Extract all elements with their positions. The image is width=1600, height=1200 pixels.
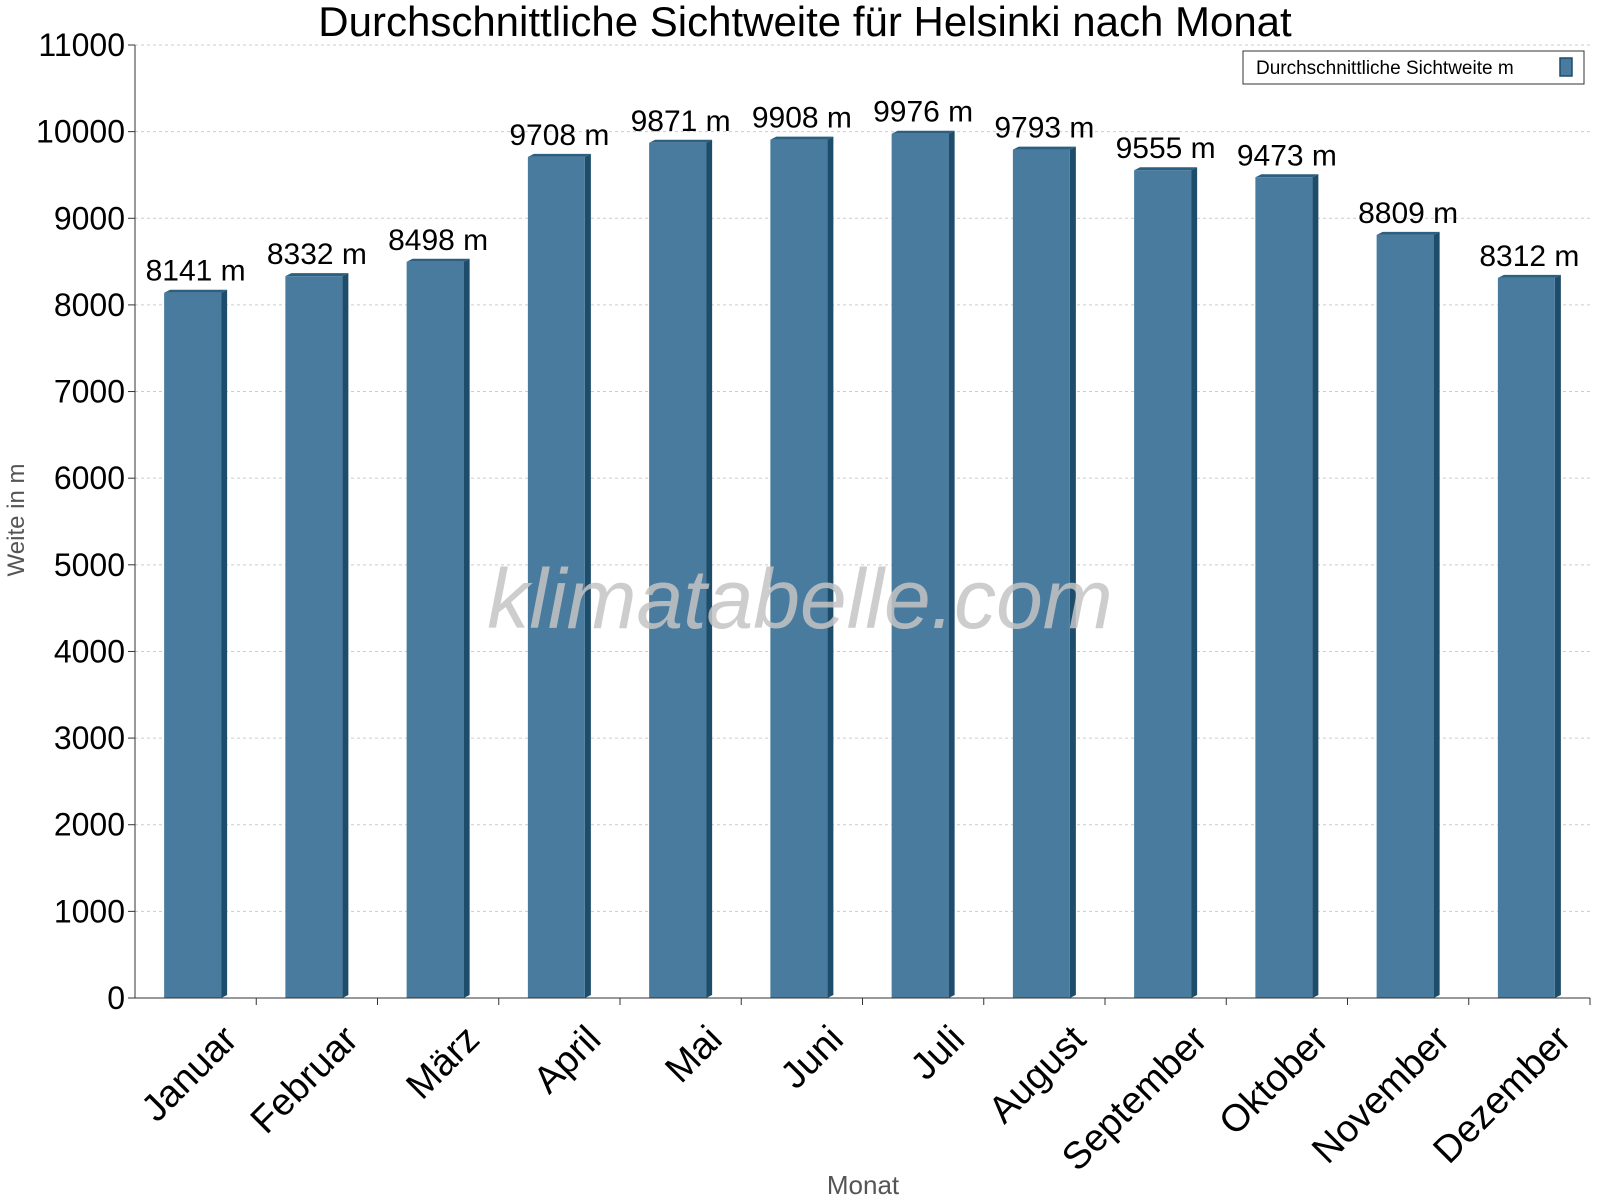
- bar-group: 8141 m: [146, 255, 246, 998]
- data-label: 9871 m: [631, 105, 731, 138]
- data-label: 8498 m: [388, 224, 488, 257]
- bar-side: [948, 130, 955, 998]
- y-tick-label: 7000: [54, 374, 125, 410]
- bar-group: 9976 m: [873, 96, 973, 998]
- x-tick-label: April: [526, 1018, 609, 1101]
- y-tick-label: 5000: [54, 547, 125, 583]
- bar-group: 9793 m: [994, 112, 1094, 999]
- y-tick-label: 0: [107, 980, 125, 1016]
- data-label: 9708 m: [509, 119, 609, 152]
- x-tick-label: Juni: [773, 1018, 852, 1097]
- bar-group: 8332 m: [267, 238, 367, 998]
- x-axis-label: Monat: [827, 1170, 900, 1200]
- data-label: 9473 m: [1237, 139, 1337, 172]
- data-label: 9555 m: [1116, 132, 1216, 165]
- bar-top: [649, 139, 713, 143]
- bar-group: 8809 m: [1358, 197, 1458, 999]
- bar-top: [1012, 146, 1076, 150]
- y-tick-label: 8000: [54, 287, 125, 323]
- y-tick-label: 3000: [54, 720, 125, 756]
- x-tick-label: Januar: [134, 1018, 246, 1130]
- bar-top: [1134, 167, 1198, 171]
- watermark: klimatabelle.com: [487, 552, 1113, 646]
- y-tick-label: 4000: [54, 633, 125, 669]
- bar: [285, 276, 343, 998]
- bar-group: 9908 m: [752, 102, 852, 998]
- bar: [164, 292, 222, 998]
- legend-box: [1242, 50, 1585, 85]
- y-axis-label: Weite in m: [3, 464, 30, 577]
- bar-group: 8498 m: [388, 224, 488, 999]
- bars: 8141 m 8332 m 8498 m 9708 m 9871 m 9908 m 9976…: [146, 96, 1579, 999]
- bar: [1497, 277, 1555, 998]
- bar-side: [1554, 274, 1561, 998]
- bar-top: [527, 153, 591, 157]
- y-tick-label: 10000: [36, 114, 125, 150]
- bar-top: [1255, 174, 1319, 178]
- bar-top: [406, 258, 470, 262]
- data-label: 9793 m: [994, 112, 1094, 145]
- bar-side: [463, 258, 470, 999]
- x-tick-label: Mai: [657, 1018, 730, 1091]
- y-tick-label: 9000: [54, 200, 125, 236]
- data-label: 8141 m: [146, 255, 246, 288]
- chart-title: Durchschnittliche Sichtweite für Helsink…: [318, 0, 1292, 45]
- x-tick-label: August: [981, 1018, 1095, 1132]
- bar: [1255, 177, 1313, 999]
- bar-side: [706, 139, 713, 999]
- y-tick-label: 6000: [54, 460, 125, 496]
- y-axis-ticks: 0 1000 2000 3000 4000 5000 6000 7000 8000 9000 100…: [36, 27, 135, 1016]
- bar-group: 9708 m: [509, 119, 609, 998]
- bar-top: [1376, 231, 1440, 235]
- bar-side: [342, 273, 349, 998]
- bar-side: [221, 289, 228, 998]
- data-label: 8809 m: [1358, 197, 1458, 230]
- y-tick-label: 2000: [54, 807, 125, 843]
- bar: [1376, 234, 1434, 999]
- bar: [891, 133, 949, 998]
- bar: [1134, 170, 1192, 998]
- y-tick-label: 11000: [38, 27, 125, 63]
- bar-side: [1433, 231, 1440, 999]
- bar-side: [584, 153, 591, 998]
- bar-top: [164, 289, 228, 293]
- bar-group: 9473 m: [1237, 139, 1337, 999]
- bar-side: [1191, 167, 1198, 998]
- y-tick-label: 1000: [54, 893, 125, 929]
- bar-group: 9871 m: [631, 105, 731, 999]
- data-label: 9908 m: [752, 102, 852, 135]
- bar: [406, 261, 464, 999]
- bar-top: [891, 130, 955, 134]
- bar-group: 9555 m: [1116, 132, 1216, 998]
- data-label: 8312 m: [1479, 240, 1579, 273]
- grid-lines: [135, 44, 1590, 912]
- legend-label: Durchschnittliche Sichtweite m: [1256, 58, 1514, 79]
- bar-group: 8312 m: [1479, 240, 1579, 998]
- legend-swatch: [1559, 57, 1573, 77]
- legend: Durchschnittliche Sichtweite m: [1242, 50, 1585, 85]
- bar-side: [1312, 174, 1319, 999]
- x-tick-label: März: [399, 1018, 488, 1107]
- data-label: 9976 m: [873, 96, 973, 129]
- x-tick-label: Februar: [243, 1018, 367, 1142]
- bar-side: [1069, 146, 1076, 999]
- bar: [770, 139, 828, 998]
- bar-side: [827, 136, 834, 998]
- bar-top: [770, 136, 834, 140]
- x-tick-label: Juli: [903, 1018, 973, 1088]
- bar: [527, 156, 585, 998]
- bar: [649, 142, 707, 999]
- bar-top: [285, 273, 349, 277]
- data-label: 8332 m: [267, 238, 367, 271]
- x-tick-label: Oktober: [1211, 1018, 1337, 1144]
- bar-top: [1497, 274, 1561, 278]
- bar: [1012, 149, 1070, 999]
